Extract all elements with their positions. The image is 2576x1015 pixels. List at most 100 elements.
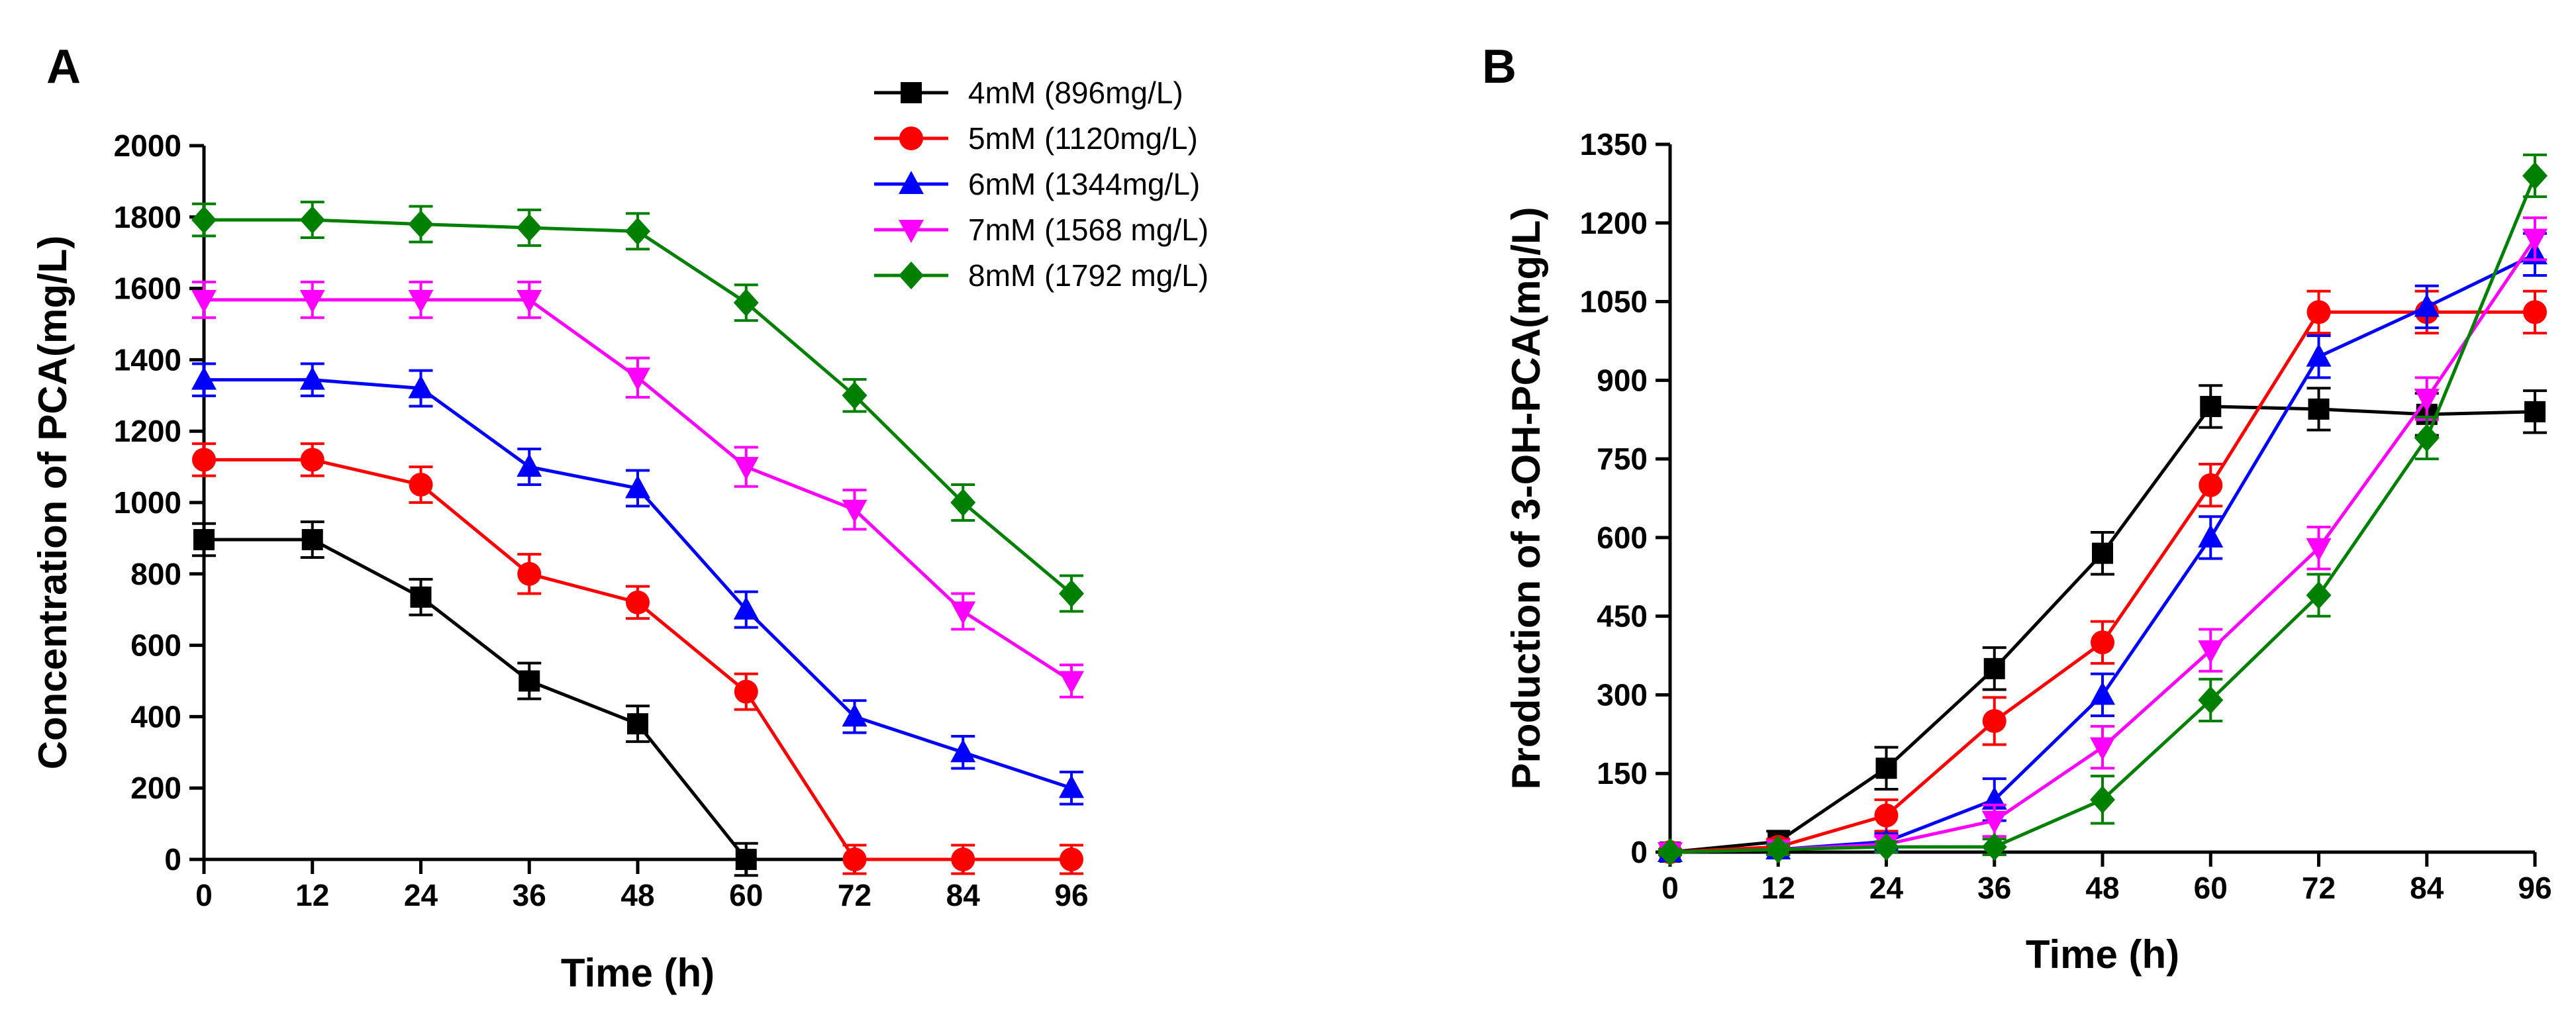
- x-tick-label: 48: [620, 878, 654, 912]
- legend-marker: [899, 262, 924, 289]
- data-point: [950, 739, 976, 763]
- data-point: [842, 499, 867, 523]
- data-point: [1982, 709, 2006, 734]
- series-5: [191, 201, 1084, 613]
- data-point: [517, 561, 542, 586]
- series-4: [191, 280, 1084, 699]
- data-point: [625, 367, 650, 391]
- x-tick-label: 60: [729, 878, 763, 912]
- x-tick-label: 0: [1661, 871, 1679, 905]
- series-line: [204, 458, 1071, 861]
- data-point: [733, 289, 759, 317]
- data-point: [2524, 401, 2546, 422]
- y-tick-label: 0: [164, 842, 181, 877]
- data-point: [1765, 836, 1791, 864]
- data-point: [1658, 838, 1683, 866]
- legend-label: 4mM (896mg/L): [968, 75, 1183, 110]
- x-tick-label: 72: [2302, 871, 2336, 905]
- data-point: [1873, 833, 1899, 861]
- data-point: [2306, 581, 2332, 609]
- x-tick-label: 48: [2085, 871, 2119, 905]
- legend-label: 5mM (1120mg/L): [968, 121, 1198, 156]
- data-point: [842, 381, 867, 410]
- x-tick-label: 36: [513, 878, 546, 912]
- data-point: [733, 596, 759, 620]
- data-point: [1981, 810, 2007, 834]
- series-line: [1669, 310, 2535, 854]
- x-tick-label: 84: [2410, 871, 2444, 905]
- data-point: [627, 713, 648, 735]
- y-tick-label: 450: [1597, 599, 1648, 634]
- x-tick-label: 60: [2194, 871, 2228, 905]
- data-point: [517, 454, 542, 477]
- data-point: [1875, 757, 1897, 779]
- data-point: [2414, 424, 2440, 452]
- data-point: [951, 847, 975, 871]
- series-3: [191, 362, 1084, 806]
- legend-label: 6mM (1344mg/L): [968, 167, 1200, 201]
- y-tick-label: 300: [1597, 677, 1648, 712]
- legend-item: 5mM (1120mg/L): [874, 121, 1198, 156]
- series-line: [204, 538, 748, 861]
- data-point: [2523, 300, 2547, 324]
- data-point: [2308, 398, 2330, 420]
- data-point: [300, 448, 324, 472]
- data-point: [299, 206, 325, 234]
- legend-item: 6mM (1344mg/L): [874, 167, 1200, 201]
- data-point: [301, 529, 323, 551]
- x-axis-title: Time (h): [561, 951, 715, 995]
- x-tick-label: 36: [1977, 871, 2011, 905]
- data-point: [2414, 293, 2440, 317]
- data-point: [191, 289, 217, 313]
- data-point: [2522, 162, 2548, 190]
- legend-label: 8mM (1792 mg/L): [968, 258, 1209, 293]
- data-point: [2414, 389, 2440, 412]
- x-tick-label: 72: [838, 878, 871, 912]
- y-tick-label: 900: [1597, 363, 1648, 397]
- data-point: [1981, 833, 2007, 861]
- y-tick-label: 0: [1630, 835, 1648, 869]
- data-point: [517, 289, 542, 313]
- legend-item: 4mM (896mg/L): [874, 75, 1183, 110]
- y-tick-label: 2000: [114, 128, 181, 163]
- data-point: [192, 448, 216, 472]
- data-point: [2090, 785, 2115, 814]
- data-point: [950, 601, 976, 625]
- panel-label: B: [1482, 40, 1516, 93]
- legend-label: 7mM (1568 mg/L): [968, 213, 1209, 247]
- y-tick-label: 750: [1597, 442, 1648, 476]
- data-point: [191, 206, 217, 234]
- y-tick-label: 1050: [1580, 285, 1648, 319]
- y-tick-label: 1400: [114, 342, 181, 377]
- y-tick-label: 150: [1597, 756, 1648, 791]
- data-point: [625, 475, 650, 499]
- y-tick-label: 1200: [1580, 206, 1648, 240]
- data-point: [408, 375, 434, 399]
- data-point: [2200, 395, 2222, 417]
- panel-label: A: [46, 40, 81, 93]
- data-point: [950, 489, 976, 516]
- y-tick-label: 1200: [114, 414, 181, 448]
- series-2: [192, 442, 1083, 875]
- panel-a-chart: A 0 200 400 600 800 1000 1200 1400 1600 1800 2000 0 1…: [30, 40, 1209, 995]
- y-tick-label: 1600: [114, 271, 181, 306]
- data-point: [842, 703, 867, 727]
- legend-marker: [899, 126, 923, 150]
- x-tick-label: 24: [404, 878, 438, 912]
- data-point: [299, 289, 325, 313]
- x-tick-label: 12: [295, 878, 329, 912]
- y-tick-label: 600: [1597, 520, 1648, 555]
- data-point: [734, 679, 758, 704]
- y-axis-title: Production of 3-OH-PCA(mg/L): [1504, 207, 1548, 790]
- legend-item: 7mM (1568 mg/L): [874, 213, 1209, 247]
- series-5: [1658, 153, 2548, 866]
- legend: 4mM (896mg/L) 5mM (1120mg/L) 6mM (1344mg/L…: [874, 75, 1209, 293]
- data-point: [1874, 803, 1899, 828]
- panel-b-chart: B 0 150 300 450 600 750 900 1050 1200 1350 0 12 24 36 4…: [1482, 40, 2552, 977]
- data-point: [733, 457, 759, 481]
- y-tick-label: 800: [130, 557, 181, 591]
- data-point: [2522, 228, 2548, 252]
- data-point: [2306, 343, 2332, 367]
- legend-marker: [901, 82, 922, 103]
